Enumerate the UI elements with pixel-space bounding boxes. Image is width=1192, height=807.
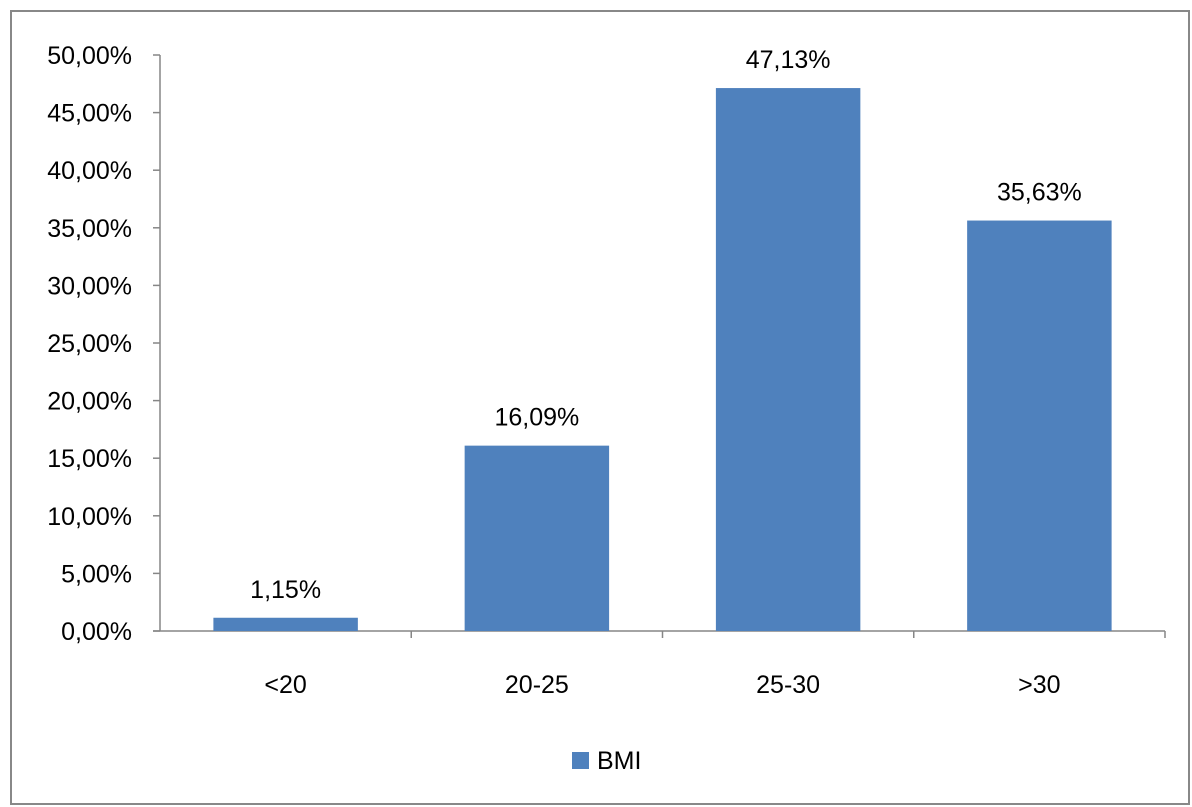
- y-tick-label: 50,00%: [47, 42, 132, 70]
- x-tick-label: 25-30: [756, 671, 820, 699]
- y-tick-label: 25,00%: [47, 330, 132, 358]
- legend-swatch-bmi: [572, 752, 589, 769]
- y-tick-label: 45,00%: [47, 100, 132, 128]
- bar-1: [464, 445, 610, 631]
- x-tick-label: >30: [1018, 671, 1060, 699]
- legend: BMI: [572, 747, 641, 775]
- data-label-1: 16,09%: [494, 404, 579, 432]
- data-label-3: 35,63%: [997, 179, 1082, 207]
- legend-label-bmi: BMI: [597, 747, 641, 775]
- x-tick-label: <20: [264, 671, 306, 699]
- bar-0: [213, 617, 358, 631]
- data-label-0: 1,15%: [250, 576, 321, 604]
- bar-series: [213, 88, 1112, 632]
- y-tick-label: 40,00%: [47, 157, 132, 185]
- y-tick-label: 10,00%: [47, 503, 132, 531]
- x-axis-labels: <20 20-25 25-30 >30: [264, 671, 1060, 699]
- data-labels: 1,15% 16,09% 47,13% 35,63%: [250, 46, 1082, 604]
- y-tick-label: 0,00%: [61, 618, 132, 646]
- data-label-2: 47,13%: [746, 46, 831, 74]
- bar-2: [715, 88, 861, 632]
- y-axis-ticks: 0,00% 5,00% 10,00% 15,00% 20,00% 25,00% 30,00%…: [47, 42, 160, 646]
- y-tick-label: 15,00%: [47, 445, 132, 473]
- y-tick-label: 30,00%: [47, 272, 132, 300]
- y-tick-label: 20,00%: [47, 388, 132, 416]
- y-tick-label: 5,00%: [61, 560, 132, 588]
- y-tick-label: 35,00%: [47, 215, 132, 243]
- bar-3: [967, 220, 1112, 631]
- x-tick-label: 20-25: [505, 671, 569, 699]
